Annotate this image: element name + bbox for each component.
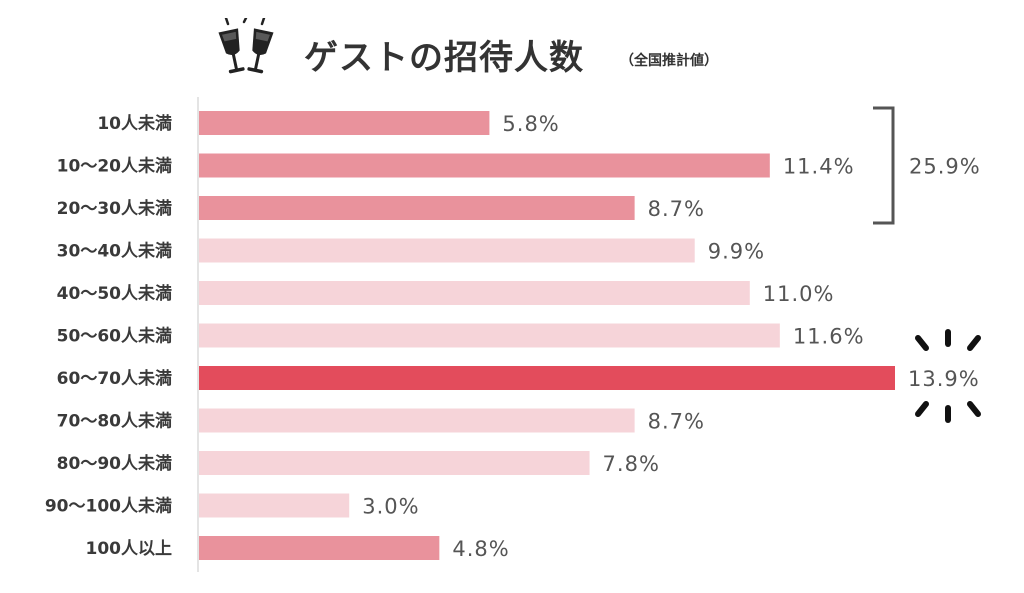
chart-title: ゲストの招待人数 (304, 38, 584, 78)
value-label-3: 9.9% (708, 240, 765, 264)
sparkle-burst-icon-stroke-2 (967, 335, 981, 351)
category-label-5: 50〜60人未満 (57, 326, 172, 347)
category-label-7: 70〜80人未満 (57, 411, 172, 432)
category-label-8: 80〜90人未満 (57, 453, 172, 474)
bar-5 (199, 323, 780, 348)
category-label-2: 20〜30人未満 (57, 198, 172, 219)
bar-0 (199, 111, 490, 135)
bar-8 (199, 451, 590, 475)
bar-1 (199, 153, 770, 178)
category-label-9: 90〜100人未満 (45, 496, 172, 517)
value-label-5: 11.6% (793, 325, 865, 349)
bar-4 (199, 281, 750, 305)
category-label-3: 30〜40人未満 (57, 241, 172, 262)
category-label-4: 40〜50人未満 (57, 283, 172, 304)
sparkle-burst-icon-stroke-0 (915, 335, 929, 351)
bracket-line (873, 106, 895, 225)
sparkle-burst-icon-stroke-5 (967, 401, 981, 417)
category-label-10: 100人以上 (86, 539, 173, 559)
value-label-8: 7.8% (603, 452, 660, 476)
value-label-0: 5.8% (502, 112, 559, 136)
value-label-1: 11.4% (783, 155, 855, 179)
bar-7 (199, 408, 635, 433)
category-label-0: 10人未満 (97, 113, 172, 134)
bar-3 (199, 238, 695, 263)
value-label-6: 13.9% (908, 367, 980, 391)
value-label-4: 11.0% (763, 282, 835, 306)
bar-10 (199, 536, 440, 560)
bar-2 (199, 196, 635, 220)
bar-9 (199, 493, 350, 518)
value-label-10: 4.8% (452, 537, 509, 561)
champagne-glasses-icon (214, 16, 278, 86)
value-label-9: 3.0% (362, 495, 419, 519)
category-label-6: 60〜70人未満 (57, 368, 172, 389)
sparkle-burst-icon-stroke-3 (915, 401, 929, 417)
category-label-1: 10〜20人未満 (57, 156, 172, 177)
chart-subtitle: （全国推計値） (620, 53, 718, 69)
bar-6 (199, 366, 895, 390)
value-label-7: 8.7% (648, 410, 705, 434)
bracket-label: 25.9% (909, 155, 981, 179)
value-label-2: 8.7% (648, 197, 705, 221)
